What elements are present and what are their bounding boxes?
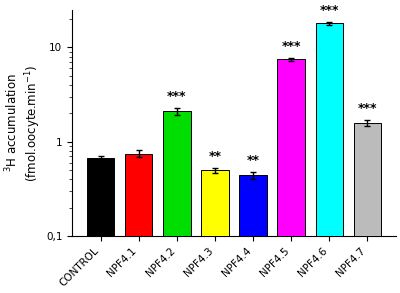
Y-axis label: $^{3}$H accumulation
(fmol.oocyte.min$^{-1}$): $^{3}$H accumulation (fmol.oocyte.min$^{… <box>4 64 43 182</box>
Bar <box>163 111 190 293</box>
Text: ***: *** <box>167 91 186 103</box>
Text: ***: *** <box>358 102 377 115</box>
Bar <box>239 176 267 293</box>
Text: ***: *** <box>282 40 301 53</box>
Text: **: ** <box>208 150 222 163</box>
Bar <box>87 158 114 293</box>
Bar <box>354 122 381 293</box>
Text: ***: *** <box>320 4 339 17</box>
Text: **: ** <box>246 154 260 167</box>
Bar <box>201 170 229 293</box>
Bar <box>316 23 343 293</box>
Bar <box>125 154 152 293</box>
Bar <box>278 59 305 293</box>
